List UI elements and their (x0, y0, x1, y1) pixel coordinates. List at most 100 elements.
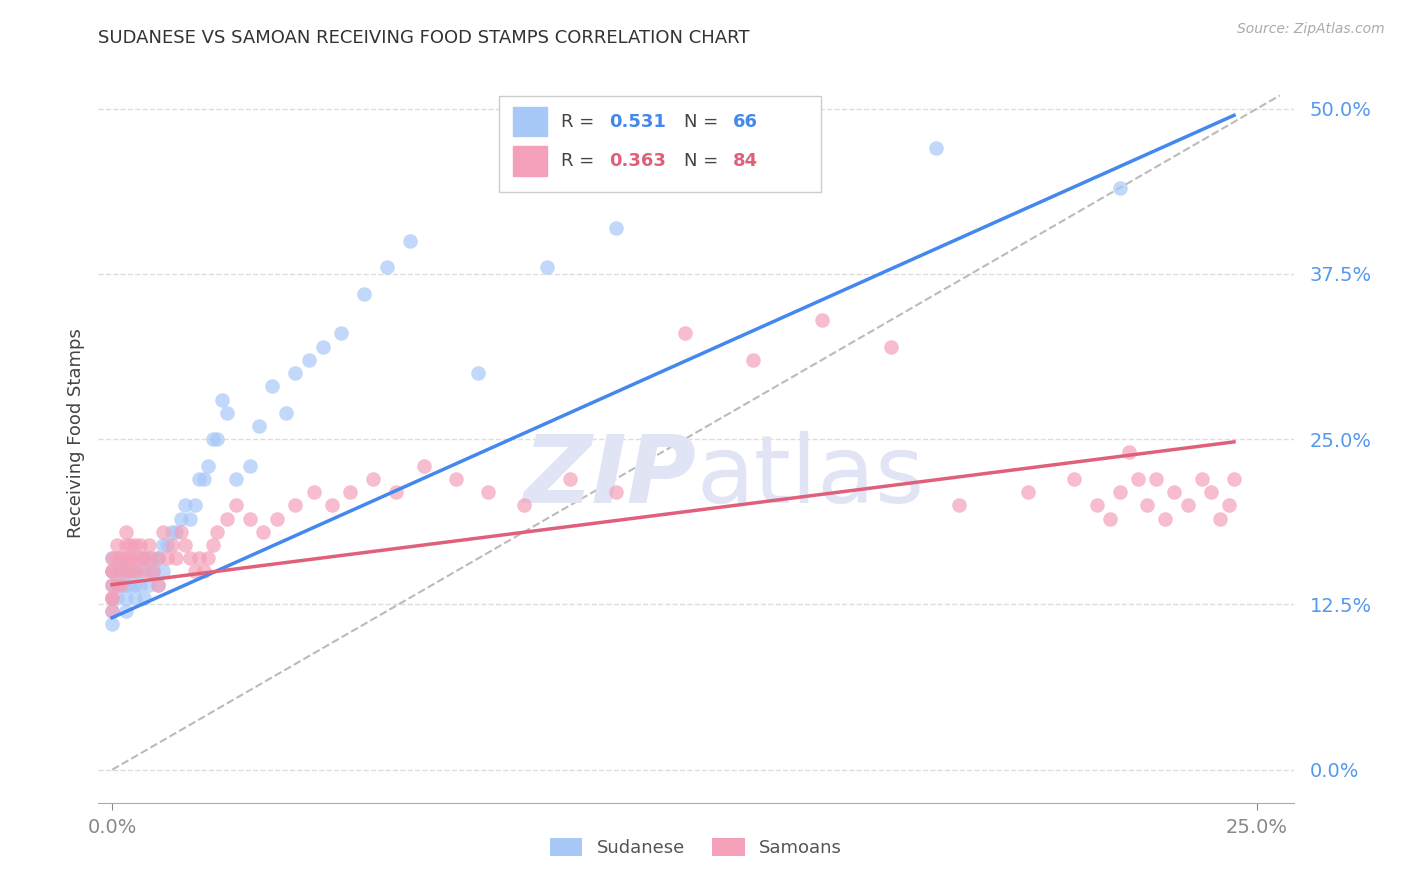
Point (101, 591, 124, 605)
Point (120, 565, 142, 579)
Point (1085, 499, 1108, 513)
Point (120, 551, 142, 566)
Point (134, 565, 156, 579)
Point (1118, 445, 1140, 459)
Point (138, 577, 160, 591)
Text: SUDANESE VS SAMOAN RECEIVING FOOD STAMPS CORRELATION CHART: SUDANESE VS SAMOAN RECEIVING FOOD STAMPS… (98, 29, 749, 47)
Point (124, 538, 146, 552)
Point (467, 366, 489, 380)
Point (605, 220, 627, 235)
Point (207, 524, 229, 539)
Point (138, 551, 160, 566)
Point (138, 565, 160, 579)
Point (156, 551, 179, 566)
Point (1209, 511, 1232, 525)
Point (101, 565, 124, 579)
Point (105, 591, 128, 605)
Point (101, 565, 124, 579)
Point (124, 565, 146, 579)
Point (605, 485, 627, 500)
Point (276, 406, 298, 420)
Point (201, 538, 224, 552)
Point (536, 260, 558, 275)
Point (115, 565, 138, 579)
Text: Source: ZipAtlas.com: Source: ZipAtlas.com (1237, 22, 1385, 37)
Point (101, 604, 124, 618)
Point (174, 499, 197, 513)
Point (120, 577, 142, 591)
Point (174, 538, 197, 552)
Point (120, 551, 142, 566)
Point (211, 392, 233, 407)
Text: R =: R = (561, 152, 600, 169)
Point (1154, 511, 1177, 525)
Point (128, 577, 150, 591)
Point (247, 419, 270, 434)
Point (170, 511, 193, 525)
Point (513, 499, 536, 513)
Point (225, 499, 247, 513)
Point (101, 617, 124, 632)
Point (115, 591, 138, 605)
Point (128, 538, 150, 552)
Point (124, 591, 146, 605)
Point (1108, 181, 1130, 195)
Point (879, 340, 901, 354)
Point (1218, 499, 1240, 513)
Point (262, 379, 284, 393)
Point (339, 485, 361, 500)
Point (120, 565, 142, 579)
Y-axis label: Receiving Food Stamps: Receiving Food Stamps (66, 327, 84, 538)
Point (115, 604, 138, 618)
Point (183, 565, 205, 579)
Point (238, 458, 260, 473)
Point (142, 551, 165, 566)
Point (146, 551, 169, 566)
Point (284, 366, 307, 380)
Point (124, 551, 146, 566)
Text: N =: N = (685, 152, 724, 169)
Point (105, 577, 128, 591)
Point (266, 511, 288, 525)
Point (101, 577, 124, 591)
Point (398, 234, 420, 248)
Point (1177, 499, 1199, 513)
Point (1163, 485, 1185, 500)
Point (142, 565, 165, 579)
Point (134, 551, 156, 566)
Point (207, 432, 229, 446)
Point (215, 511, 238, 525)
Point (105, 577, 128, 591)
Point (444, 472, 467, 486)
Point (330, 326, 353, 341)
Point (115, 565, 138, 579)
Point (302, 485, 325, 500)
Point (558, 472, 581, 486)
Point (110, 551, 132, 566)
FancyBboxPatch shape (499, 95, 821, 192)
Point (115, 538, 138, 552)
Point (110, 565, 132, 579)
Point (375, 260, 398, 275)
Point (142, 565, 165, 579)
Point (101, 551, 124, 566)
Point (110, 577, 132, 591)
Point (1017, 485, 1039, 500)
Point (1126, 472, 1149, 486)
Point (146, 577, 169, 591)
Point (124, 577, 146, 591)
Point (160, 524, 183, 539)
Point (811, 313, 834, 327)
Point (179, 551, 201, 566)
Text: ZIP: ZIP (523, 431, 696, 523)
Point (128, 551, 150, 566)
Point (115, 577, 138, 591)
Text: 66: 66 (733, 112, 758, 130)
Text: R =: R = (561, 112, 600, 130)
Point (105, 538, 128, 552)
Point (197, 458, 219, 473)
Point (128, 565, 150, 579)
Point (673, 326, 696, 341)
Point (252, 524, 274, 539)
Bar (513, 146, 547, 176)
